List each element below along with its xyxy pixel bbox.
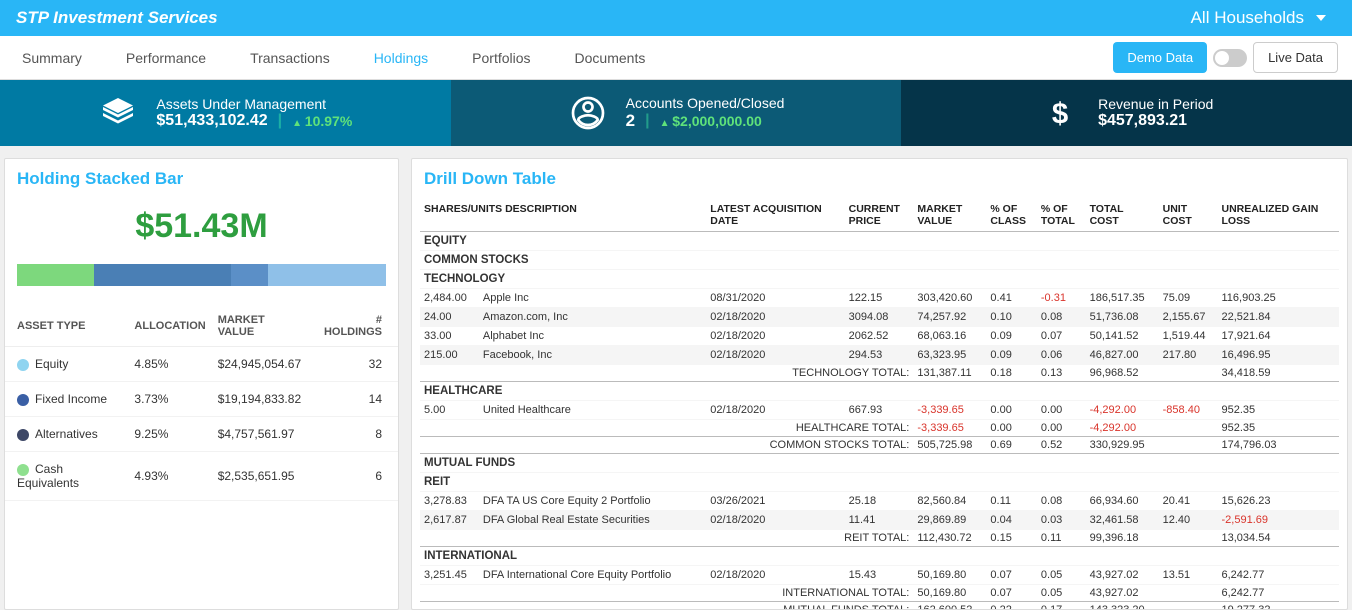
dollar-icon: $ bbox=[1040, 93, 1080, 133]
total-row: REIT TOTAL:112,430.720.150.1199,396.1813… bbox=[420, 530, 1339, 547]
asset-dot-icon bbox=[17, 429, 29, 441]
dt-header: SHARES/UNITS DESCRIPTION bbox=[420, 199, 706, 232]
asset-row[interactable]: Fixed Income3.73%$19,194,833.8214 bbox=[5, 382, 398, 417]
kpi-aum-delta: 10.97% bbox=[292, 113, 352, 129]
data-row[interactable]: 5.00United Healthcare02/18/2020667.93-3,… bbox=[420, 401, 1339, 420]
demo-data-button[interactable]: Demo Data bbox=[1113, 42, 1207, 73]
dt-header: UNITCOST bbox=[1159, 199, 1218, 232]
dt-header: UNREALIZED GAINLOSS bbox=[1218, 199, 1340, 232]
asset-col-header: ASSET TYPE bbox=[5, 306, 128, 347]
nav-tabs: SummaryPerformanceTransactionsHoldingsPo… bbox=[0, 36, 667, 79]
data-row[interactable]: 33.00Alphabet Inc02/18/20202062.5268,063… bbox=[420, 327, 1339, 346]
dt-header: % OFCLASS bbox=[986, 199, 1036, 232]
kpi-acc-value: 2 bbox=[626, 111, 635, 131]
kpi-separator: | bbox=[645, 112, 649, 130]
kpi-aum: Assets Under Management $51,433,102.42 |… bbox=[0, 80, 451, 146]
tab-holdings[interactable]: Holdings bbox=[352, 36, 450, 79]
asset-row[interactable]: Alternatives9.25%$4,757,561.978 bbox=[5, 417, 398, 452]
holding-bar-title: Holding Stacked Bar bbox=[5, 159, 398, 199]
kpi-separator: | bbox=[278, 112, 282, 130]
live-data-button[interactable]: Live Data bbox=[1253, 42, 1338, 73]
data-row[interactable]: 2,484.00Apple Inc08/31/2020122.15303,420… bbox=[420, 289, 1339, 308]
data-row[interactable]: 24.00Amazon.com, Inc02/18/20203094.0874,… bbox=[420, 308, 1339, 327]
group-header: MUTUAL FUNDS bbox=[420, 454, 1339, 473]
kpi-rev-value: $457,893.21 bbox=[1098, 112, 1187, 130]
group-header: COMMON STOCKS bbox=[420, 251, 1339, 270]
households-label: All Households bbox=[1191, 8, 1304, 28]
dt-header: CURRENTPRICE bbox=[845, 199, 914, 232]
asset-dot-icon bbox=[17, 394, 29, 406]
dt-header: TOTALCOST bbox=[1086, 199, 1159, 232]
kpi-accounts: Accounts Opened/Closed 2 | $2,000,000.00 bbox=[451, 80, 902, 146]
data-row[interactable]: 2,617.87DFA Global Real Estate Securitie… bbox=[420, 511, 1339, 530]
households-dropdown[interactable]: All Households bbox=[1191, 8, 1336, 28]
kpi-rev-label: Revenue in Period bbox=[1098, 96, 1213, 112]
asset-col-header: MARKET VALUE bbox=[212, 306, 310, 347]
group-header: REIT bbox=[420, 473, 1339, 492]
group-header: TECHNOLOGY bbox=[420, 270, 1339, 289]
data-toggle-group: Demo Data Live Data bbox=[1113, 42, 1338, 73]
asset-row[interactable]: Equity4.85%$24,945,054.6732 bbox=[5, 347, 398, 382]
dt-header: % OFTOTAL bbox=[1037, 199, 1086, 232]
content-area: Holding Stacked Bar $51.43M ASSET TYPEAL… bbox=[0, 146, 1352, 610]
layers-icon bbox=[98, 93, 138, 133]
group-header: EQUITY bbox=[420, 232, 1339, 251]
total-row: COMMON STOCKS TOTAL:505,725.980.690.5233… bbox=[420, 437, 1339, 454]
brand-title: STP Investment Services bbox=[16, 8, 218, 28]
bar-segment bbox=[268, 264, 386, 286]
asset-table: ASSET TYPEALLOCATIONMARKET VALUE# HOLDIN… bbox=[5, 306, 398, 501]
kpi-revenue: $ Revenue in Period $457,893.21 bbox=[901, 80, 1352, 146]
drill-down-panel: Drill Down Table SHARES/UNITS DESCRIPTIO… bbox=[411, 158, 1348, 610]
total-row: MUTUAL FUNDS TOTAL:162,600.520.220.17143… bbox=[420, 602, 1339, 610]
drill-down-table: SHARES/UNITS DESCRIPTIONLATEST ACQUISITI… bbox=[420, 199, 1339, 609]
tab-transactions[interactable]: Transactions bbox=[228, 36, 352, 79]
asset-col-header: # HOLDINGS bbox=[310, 306, 398, 347]
kpi-band: Assets Under Management $51,433,102.42 |… bbox=[0, 80, 1352, 146]
kpi-aum-label: Assets Under Management bbox=[156, 96, 352, 112]
drill-down-title: Drill Down Table bbox=[412, 159, 1347, 199]
asset-dot-icon bbox=[17, 464, 29, 476]
kpi-acc-label: Accounts Opened/Closed bbox=[626, 95, 785, 111]
data-row[interactable]: 215.00Facebook, Inc02/18/2020294.5363,32… bbox=[420, 346, 1339, 365]
tab-summary[interactable]: Summary bbox=[0, 36, 104, 79]
holding-total-value: $51.43M bbox=[5, 199, 398, 264]
dt-header: LATEST ACQUISITIONDATE bbox=[706, 199, 844, 232]
group-header: HEALTHCARE bbox=[420, 382, 1339, 401]
svg-text:$: $ bbox=[1052, 98, 1068, 129]
stacked-bar-chart bbox=[17, 264, 386, 286]
topbar: STP Investment Services All Households bbox=[0, 0, 1352, 36]
asset-dot-icon bbox=[17, 359, 29, 371]
chevron-down-icon bbox=[1316, 15, 1326, 21]
holding-bar-panel: Holding Stacked Bar $51.43M ASSET TYPEAL… bbox=[4, 158, 399, 610]
tab-documents[interactable]: Documents bbox=[553, 36, 668, 79]
dt-header: MARKETVALUE bbox=[913, 199, 986, 232]
bar-segment bbox=[17, 264, 94, 286]
total-row: INTERNATIONAL TOTAL:50,169.800.070.0543,… bbox=[420, 585, 1339, 602]
data-row[interactable]: 3,251.45DFA International Core Equity Po… bbox=[420, 566, 1339, 585]
nav-row: SummaryPerformanceTransactionsHoldingsPo… bbox=[0, 36, 1352, 80]
asset-col-header: ALLOCATION bbox=[128, 306, 211, 347]
kpi-aum-value: $51,433,102.42 bbox=[156, 112, 267, 130]
data-row[interactable]: 3,278.83DFA TA US Core Equity 2 Portfoli… bbox=[420, 492, 1339, 511]
total-row: HEALTHCARE TOTAL:-3,339.650.000.00-4,292… bbox=[420, 420, 1339, 437]
bar-segment bbox=[94, 264, 231, 286]
total-row: TECHNOLOGY TOTAL:131,387.110.180.1396,96… bbox=[420, 365, 1339, 382]
tab-portfolios[interactable]: Portfolios bbox=[450, 36, 552, 79]
kpi-acc-delta: $2,000,000.00 bbox=[660, 113, 762, 129]
group-header: INTERNATIONAL bbox=[420, 547, 1339, 566]
tab-performance[interactable]: Performance bbox=[104, 36, 228, 79]
asset-row[interactable]: Cash Equivalents4.93%$2,535,651.956 bbox=[5, 452, 398, 501]
data-mode-switch[interactable] bbox=[1213, 49, 1247, 67]
bar-segment bbox=[231, 264, 268, 286]
user-circle-icon bbox=[568, 93, 608, 133]
